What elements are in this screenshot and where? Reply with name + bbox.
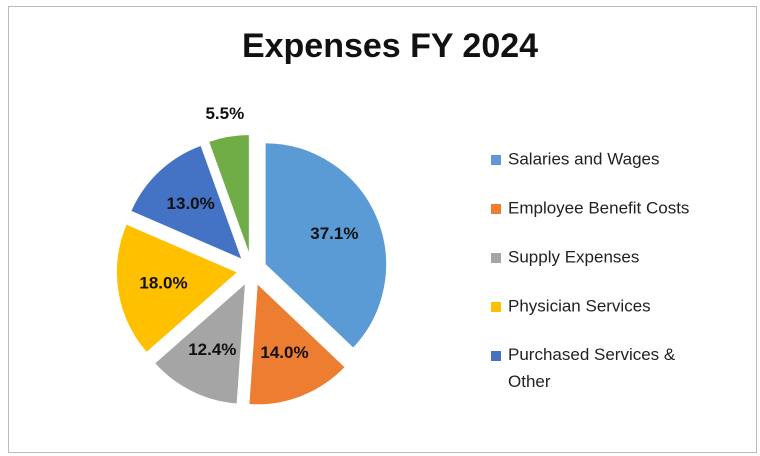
- pie-slice: [207, 133, 251, 257]
- data-label: 37.1%: [310, 224, 358, 243]
- data-label: 13.0%: [167, 194, 215, 213]
- pie-slice: [129, 144, 244, 262]
- legend-swatch: [491, 302, 501, 312]
- pie-slice: [115, 222, 240, 354]
- legend-swatch: [491, 155, 501, 165]
- data-label: 12.4%: [188, 340, 236, 359]
- legend-label: Purchased Services & Other: [508, 345, 676, 391]
- legend-swatch: [491, 253, 501, 263]
- pie-slice: [153, 280, 247, 406]
- pie-slice: [247, 281, 347, 406]
- legend-label: Employee Benefit Costs: [508, 198, 689, 217]
- chart-title: Expenses FY 2024: [242, 27, 538, 65]
- legend-label: Salaries and Wages: [508, 149, 660, 168]
- legend-label: Supply Expenses: [508, 247, 639, 266]
- data-label: 5.5%: [205, 104, 244, 123]
- data-label: 18.0%: [139, 274, 187, 293]
- legend-swatch: [491, 351, 501, 361]
- data-label: 14.0%: [260, 343, 308, 362]
- legend-label: Physician Services: [508, 296, 651, 315]
- legend-swatch: [491, 204, 501, 214]
- pie-slice: [264, 141, 388, 350]
